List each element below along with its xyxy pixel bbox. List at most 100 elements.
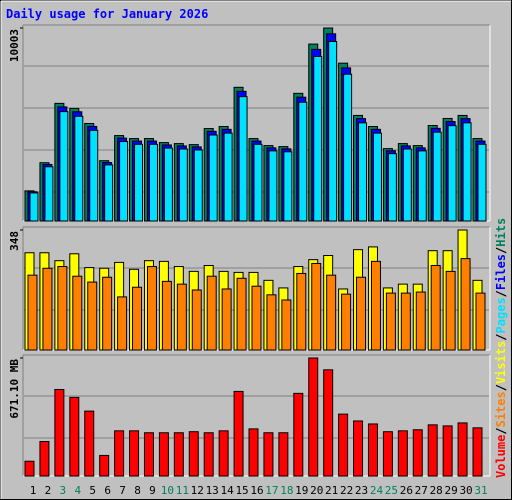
bar <box>338 413 349 477</box>
bar <box>475 292 486 351</box>
bar <box>143 432 154 477</box>
x-tick-label: 3 <box>60 484 67 497</box>
x-tick-label: 1 <box>30 484 37 497</box>
bar <box>296 272 307 351</box>
bar <box>129 430 140 477</box>
bar <box>311 262 322 351</box>
bar <box>233 390 244 477</box>
bar <box>283 151 293 222</box>
x-tick-label: 25 <box>385 484 398 497</box>
bar <box>191 289 202 351</box>
bar <box>427 424 438 477</box>
bar <box>248 428 259 477</box>
bar <box>313 55 323 222</box>
bar <box>208 134 218 222</box>
x-tick-label: 9 <box>149 484 156 497</box>
bar <box>477 143 487 222</box>
x-tick-label: 27 <box>415 484 428 497</box>
legend-entry: Visits <box>494 341 508 384</box>
bar <box>87 281 98 351</box>
legend: Volume/Sites/Visits/Pages/Files/Hits <box>494 218 508 478</box>
bar <box>353 420 364 477</box>
bar <box>44 166 54 222</box>
bar <box>430 265 441 351</box>
bar <box>415 291 426 351</box>
bar <box>343 73 353 222</box>
bar <box>372 132 382 222</box>
bar <box>462 122 472 222</box>
bar <box>104 164 114 222</box>
bar <box>161 280 172 351</box>
bar <box>278 432 289 477</box>
x-tick-label: 29 <box>445 484 458 497</box>
legend-entry: Sites <box>494 391 508 427</box>
bar <box>146 266 157 351</box>
bar <box>84 410 95 477</box>
bar <box>54 388 65 477</box>
bar <box>218 430 229 477</box>
x-tick-label: 11 <box>176 484 189 497</box>
x-tick-label: 20 <box>310 484 323 497</box>
x-tick-label: 16 <box>250 484 263 497</box>
legend-entry: Pages <box>494 297 508 333</box>
bar <box>29 192 39 222</box>
x-tick-label: 13 <box>206 484 219 497</box>
x-tick-label: 4 <box>74 484 81 497</box>
bar <box>308 357 319 477</box>
bar <box>417 150 427 222</box>
bar <box>158 432 169 477</box>
x-tick-label: 2 <box>45 484 52 497</box>
bar <box>457 422 468 477</box>
bar <box>387 153 397 222</box>
bar <box>193 149 203 222</box>
x-tick-label: 18 <box>280 484 293 497</box>
y-tick-label: 10003 <box>8 29 21 62</box>
legend-entry: Files <box>494 254 508 290</box>
legend-separator: / <box>494 333 508 340</box>
bar <box>57 266 68 351</box>
x-tick-label: 26 <box>400 484 413 497</box>
bar <box>99 454 110 477</box>
bar <box>74 115 84 222</box>
x-tick-label: 31 <box>474 484 487 497</box>
bar <box>238 96 248 222</box>
bar <box>341 293 352 351</box>
x-tick-label: 23 <box>355 484 368 497</box>
bar <box>298 101 308 222</box>
bar <box>119 141 129 222</box>
bar <box>178 148 188 222</box>
bar <box>268 150 278 222</box>
x-tick-label: 7 <box>119 484 126 497</box>
x-tick-label: 21 <box>325 484 338 497</box>
bar <box>432 131 442 222</box>
bar <box>358 122 368 222</box>
x-tick-label: 8 <box>134 484 141 497</box>
x-tick-label: 6 <box>104 484 111 497</box>
x-tick-label: 19 <box>295 484 308 497</box>
bar <box>293 392 304 477</box>
bar <box>460 258 471 351</box>
bar <box>253 143 263 222</box>
bar <box>223 132 233 222</box>
legend-entry: Hits <box>494 218 508 247</box>
bar <box>281 299 292 351</box>
y-tick-label: 348 <box>8 231 21 251</box>
bar <box>42 267 53 351</box>
bar <box>203 432 214 477</box>
x-tick-label: 30 <box>459 484 472 497</box>
bar <box>173 432 184 477</box>
bar <box>59 111 69 222</box>
legend-separator: / <box>494 247 508 254</box>
bar <box>206 275 217 351</box>
x-tick-label: 14 <box>221 484 235 497</box>
bar <box>382 431 393 477</box>
x-tick-label: 10 <box>161 484 174 497</box>
bar <box>445 270 456 351</box>
bar <box>397 430 408 477</box>
legend-entry: Volume <box>494 435 508 478</box>
bar <box>370 260 381 351</box>
bar <box>251 285 262 351</box>
bar <box>176 283 187 351</box>
x-tick-label: 28 <box>430 484 443 497</box>
x-tick-label: 12 <box>191 484 204 497</box>
